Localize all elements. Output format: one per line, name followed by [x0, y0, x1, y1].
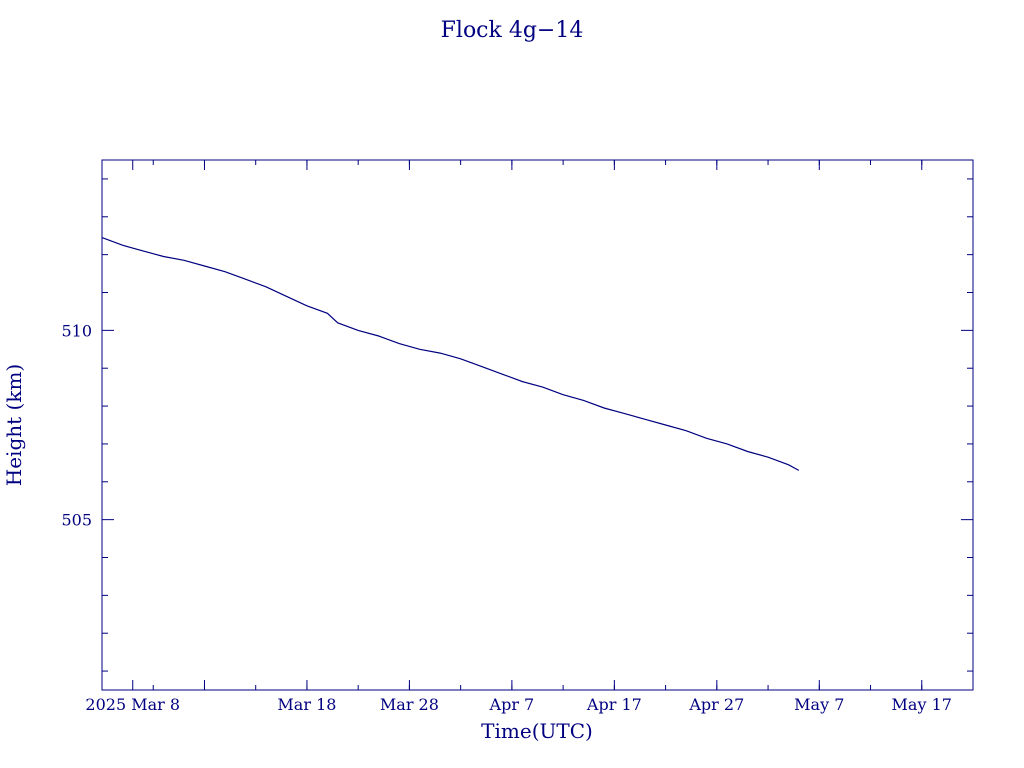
x-tick-label: May 17: [892, 695, 952, 714]
series-line: [101, 237, 800, 471]
y-axis: 505 510: [61, 178, 973, 672]
x-tick-label: Mar 18: [277, 695, 336, 714]
y-tick-label: 505: [61, 511, 92, 530]
plot-frame: [101, 159, 974, 691]
x-tick-label: Apr 27: [688, 695, 744, 714]
x-tick-label: May 7: [794, 695, 844, 714]
y-axis-label: Height (km): [2, 364, 26, 486]
x-axis: 2025 Mar 8 Mar 18 Mar 28 Apr 7 Apr 17 Apr 27 M…: [85, 160, 952, 714]
chart-title: Flock 4g−14: [441, 18, 584, 43]
x-tick-label: Apr 7: [489, 695, 535, 714]
x-tick-label: Mar 28: [380, 695, 439, 714]
x-tick-label: 2025 Mar 8: [85, 695, 180, 714]
series-layer: [101, 237, 800, 471]
x-axis-label: Time(UTC): [481, 719, 593, 743]
y-tick-label: 510: [61, 321, 92, 340]
x-tick-label: Apr 17: [586, 695, 642, 714]
